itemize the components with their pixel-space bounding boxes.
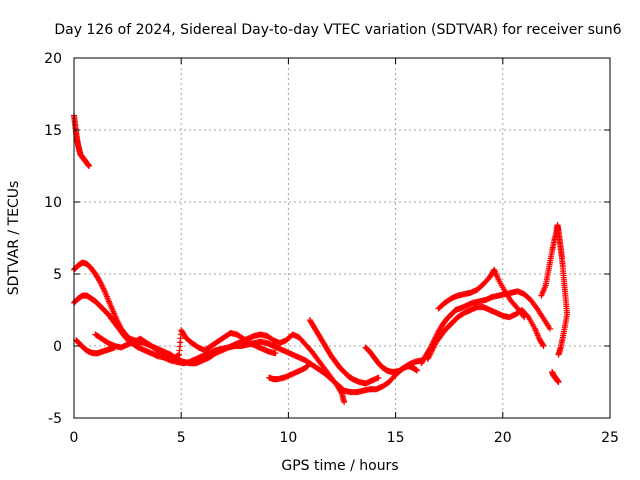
y-tick-label: 0 [53, 339, 62, 355]
y-tick-label: 15 [44, 123, 62, 139]
y-tick-label: -5 [48, 411, 62, 427]
chart-title: Day 126 of 2024, Sidereal Day-to-day VTE… [54, 22, 621, 38]
data-point [272, 350, 279, 357]
y-axis-label: SDTVAR / TECUs [6, 181, 22, 296]
x-tick-label: 10 [279, 430, 297, 446]
x-tick-label: 20 [494, 430, 512, 446]
data-point [539, 341, 546, 348]
data-point [375, 374, 382, 381]
data-point [555, 351, 562, 358]
data-point [304, 363, 311, 370]
data-point [555, 379, 562, 385]
data-point [414, 367, 421, 374]
data-point [174, 352, 181, 359]
axis-ticks: 0 5 10 15 20 25 -5 0 5 10 15 20 [44, 51, 619, 446]
grid [74, 58, 610, 418]
data-point [341, 399, 348, 406]
data-point [546, 325, 553, 332]
data-points [71, 112, 571, 406]
data-point [540, 343, 547, 349]
x-tick-label: 25 [601, 430, 619, 446]
y-tick-label: 5 [53, 267, 62, 283]
x-tick-label: 0 [70, 430, 79, 446]
x-axis-label: GPS time / hours [281, 458, 398, 474]
data-point [521, 314, 528, 321]
plot-frame [73, 57, 611, 419]
y-tick-label: 20 [44, 51, 62, 67]
x-tick-label: 5 [177, 430, 186, 446]
data-point [86, 163, 93, 169]
y-tick-label: 10 [44, 195, 62, 211]
x-tick-label: 15 [387, 430, 405, 446]
